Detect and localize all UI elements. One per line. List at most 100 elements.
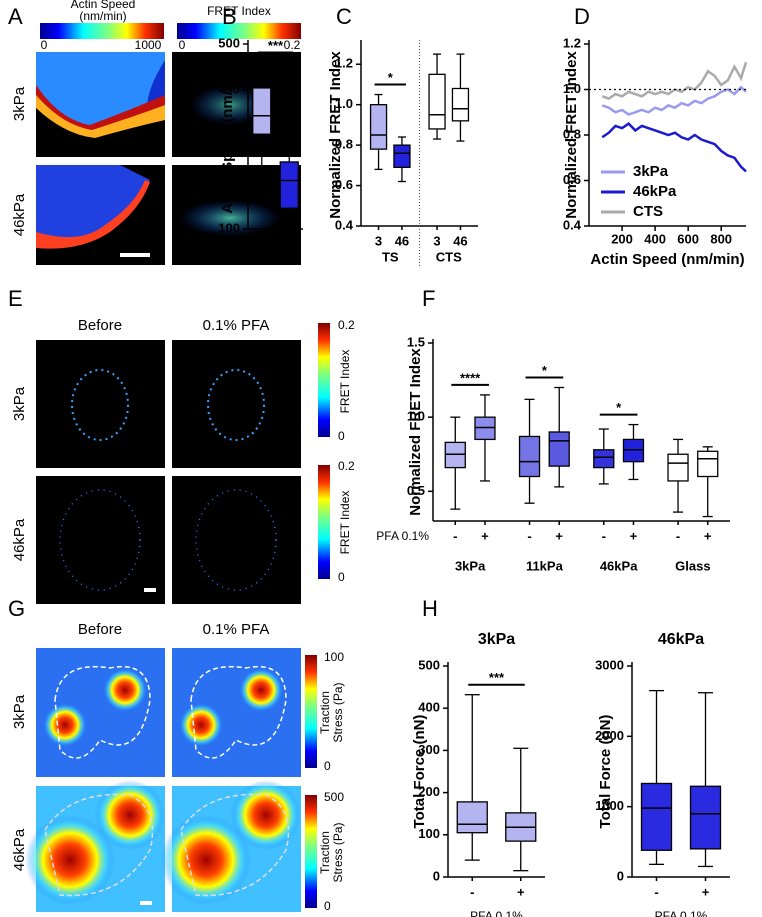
x-tick-label: 800: [710, 231, 732, 246]
y-tick-label: 0.4: [335, 217, 354, 232]
y-tick-label: 400: [218, 82, 240, 97]
y-axis-label: Normalized FRET Index: [563, 51, 580, 219]
row-label: 3kPa: [11, 386, 28, 421]
legend-label: CTS: [633, 203, 663, 220]
box: [518, 435, 541, 478]
x-tick-label: 3: [258, 236, 265, 251]
fret-map: [36, 340, 301, 604]
colorbar-tick: 1000: [135, 38, 162, 52]
series-line: [601, 85, 747, 116]
y-tick-label: 300: [418, 742, 440, 757]
colorbar-title: Traction: [318, 691, 332, 734]
row-label: PFA 0.1%: [376, 529, 429, 543]
y-tick-label: 100: [418, 826, 440, 841]
group-label: 46kPa: [600, 558, 638, 573]
colorbar: [318, 323, 330, 437]
group-label: CTS: [436, 249, 462, 264]
y-tick-label: 0: [433, 868, 440, 883]
fret-map: [172, 52, 301, 265]
actin-map: [36, 52, 165, 265]
column-label: Before: [78, 621, 122, 638]
colorbar-title: FRET Index: [207, 4, 271, 18]
panel-letter: G: [8, 596, 25, 621]
row-label: 3kPa: [11, 694, 28, 729]
box: [369, 104, 388, 150]
y-tick-label: 500: [418, 657, 440, 672]
colorbar-tick: 0.2: [284, 38, 301, 52]
row-label: 46kPa: [11, 828, 28, 871]
colorbar-title: Stress (Pa): [331, 822, 345, 882]
y-tick-label: 1.2: [563, 35, 581, 50]
row-label: PFA 0.1%: [655, 909, 708, 917]
x-tick-label: -: [453, 528, 457, 543]
row-label: 46kPa: [11, 518, 28, 561]
box: [428, 73, 446, 130]
group-label: 3kPa: [455, 558, 486, 573]
y-tick-label: 300: [218, 128, 240, 143]
legend-label: 46kPa: [633, 183, 677, 200]
chart-title: 3kPa: [478, 631, 515, 648]
colorbar-tick: 0: [324, 759, 331, 773]
traction-map: [25, 648, 301, 912]
y-tick-label: 0.6: [563, 172, 581, 187]
column-label: 0.1% PFA: [203, 317, 270, 334]
y-tick-label: 0.4: [563, 217, 582, 232]
series-line: [601, 121, 747, 173]
y-tick-label: 200: [218, 174, 240, 189]
colorbar-tick: 0: [41, 38, 48, 52]
column-label: Before: [78, 317, 122, 334]
y-tick-label: 1.0: [563, 81, 581, 96]
row-label: 46kPa: [11, 193, 28, 236]
group-label: 11kPa: [526, 558, 564, 573]
significance-label: ***: [489, 670, 505, 685]
x-tick-label: 400: [644, 231, 666, 246]
significance-label: ****: [460, 370, 481, 385]
colorbar: [40, 23, 164, 39]
x-tick-label: +: [702, 884, 710, 899]
colorbar-tick: 0: [324, 899, 331, 913]
box: [451, 87, 470, 122]
x-tick-label: +: [704, 528, 712, 543]
y-tick-label: 1.5: [407, 334, 425, 349]
colorbar-tick: 0: [179, 38, 186, 52]
panel-letter: D: [574, 4, 590, 29]
significance-label: *: [388, 70, 394, 85]
y-tick-label: 1.2: [335, 56, 353, 71]
colorbar-tick: 0: [338, 429, 345, 443]
row-label: 3kPa: [11, 86, 28, 121]
y-axis-label: Total Force (nN): [411, 715, 428, 829]
x-tick-label: 3: [375, 233, 382, 248]
column-label: 0.1% PFA: [203, 621, 270, 638]
box: [548, 431, 570, 467]
colorbar-title: FRET Index: [338, 491, 352, 555]
x-tick-label: 3: [433, 233, 440, 248]
group-label: TS: [382, 249, 399, 264]
colorbar-tick: 0: [338, 570, 345, 584]
colorbar: [305, 655, 317, 768]
x-tick-label: -: [602, 528, 606, 543]
y-tick-label: 200: [418, 784, 440, 799]
panel-letter: E: [8, 286, 23, 311]
x-tick-label: +: [630, 528, 638, 543]
x-tick-label: -: [470, 884, 474, 899]
x-tick-label: 46: [282, 236, 296, 251]
x-tick-label: 46: [395, 233, 409, 248]
box: [593, 449, 615, 469]
y-axis-label: Actin Speed (nm/min): [219, 59, 236, 213]
y-tick-label: 100: [218, 220, 240, 235]
box: [252, 87, 272, 135]
colorbar-tick: 500: [324, 790, 344, 804]
x-tick-label: -: [676, 528, 680, 543]
box: [689, 785, 722, 850]
panel-letter: A: [8, 4, 23, 29]
y-tick-label: 1.0: [407, 409, 425, 424]
box: [697, 450, 719, 478]
x-tick-label: -: [654, 884, 658, 899]
colorbar-tick: 100: [324, 650, 344, 664]
significance-label: *: [542, 363, 548, 378]
y-tick-label: 2000: [595, 728, 624, 743]
box: [456, 801, 488, 834]
panel-letter: C: [336, 4, 352, 29]
row-label: PFA 0.1%: [470, 909, 523, 917]
colorbar: [305, 795, 317, 908]
